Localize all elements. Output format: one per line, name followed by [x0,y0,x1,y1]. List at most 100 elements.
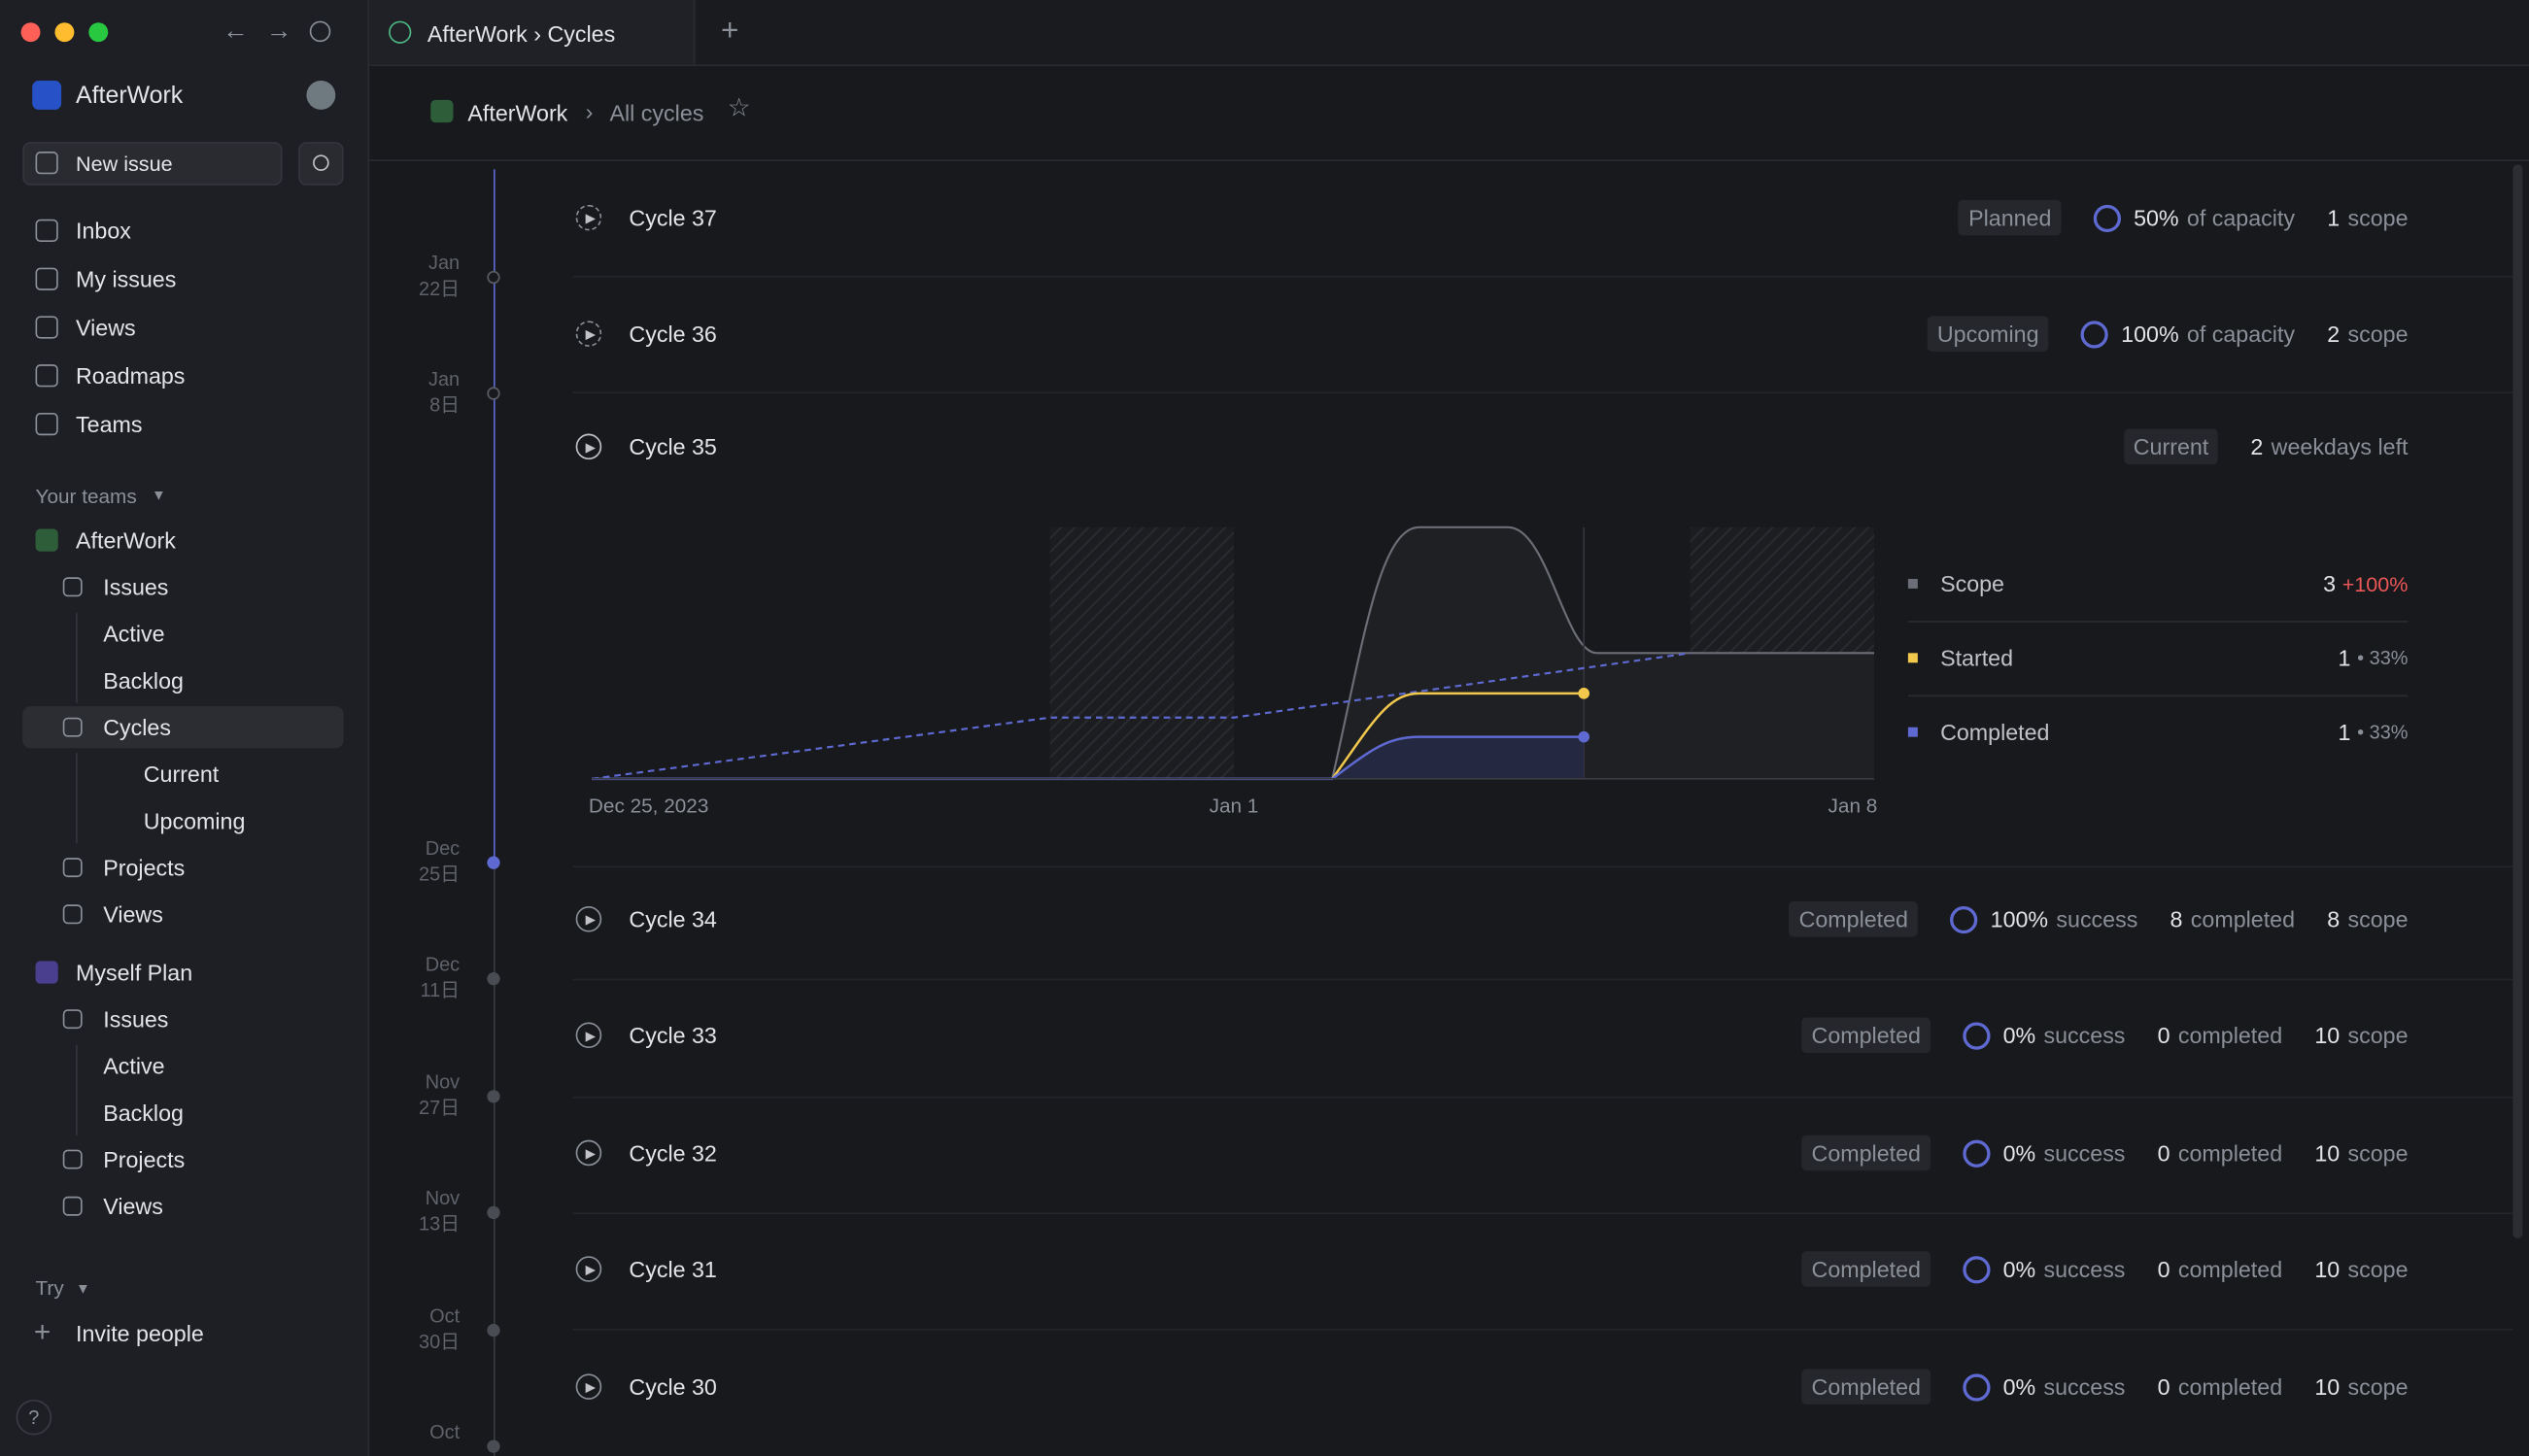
new-tab-button[interactable]: + [721,14,739,49]
timeline-month: Dec [425,953,461,976]
item-icon [62,1196,83,1216]
team-item[interactable]: Backlog [103,1100,184,1126]
started-line [1331,692,1585,780]
legend-value: 3 [2323,570,2337,597]
count-value: 10 [2314,1373,2341,1400]
team-item[interactable]: Active [103,1053,165,1079]
team-item[interactable]: Backlog [103,667,184,694]
team-item[interactable]: Projects [103,854,186,881]
count-label: scope [2347,1139,2409,1167]
timeline-month: Nov [425,1070,461,1094]
count: 0 completed [2158,1256,2282,1282]
nav-item[interactable]: Teams [76,411,143,437]
nav-icon [35,219,58,243]
item-icon [62,717,83,737]
count: 1 scope [2327,205,2408,231]
count-label: scope [2347,321,2409,347]
close-button[interactable] [20,22,41,43]
timeline-month: Dec [425,836,461,860]
timeline-month: Jan [427,251,461,275]
team-item[interactable]: Projects [103,1146,186,1172]
cycle-name[interactable]: Cycle 33 [629,1022,717,1049]
zoom-button[interactable] [88,22,109,43]
tab[interactable] [369,0,696,65]
count-value: 10 [2314,1139,2341,1167]
cycle-play: ▶ [585,1029,596,1044]
forward-button[interactable]: → [265,17,292,46]
cycle-name[interactable]: Cycle 32 [629,1139,717,1167]
nav-icon [35,267,58,290]
status-badge: Completed [1789,900,1918,937]
cycle-icon [575,1022,602,1049]
count: 8 scope [2327,906,2408,932]
cycle-icon [575,1373,602,1400]
team-item[interactable]: Cycles [103,714,171,740]
progress-value: 0% [2002,1022,2036,1049]
progress-label: success [2056,905,2138,932]
indent-line [76,1044,78,1135]
breadcrumb-team[interactable]: AfterWork [467,99,568,126]
cycle-name[interactable]: Cycle 36 [629,321,717,347]
nav-item[interactable]: My issues [76,265,177,292]
team-name[interactable]: AfterWork [76,526,176,554]
count-label: completed [2177,1139,2283,1167]
completed-line [592,735,1585,781]
plus-icon: + [33,1315,51,1348]
item-icon [62,577,83,597]
cycle-stats: Current 2 weekdays left [2123,428,2408,465]
search-icon [313,154,329,171]
scrollbar[interactable] [2512,164,2523,1238]
cycle-name[interactable]: Cycle 31 [629,1256,717,1282]
legend-name: Scope [1940,570,2004,597]
team-name[interactable]: Myself Plan [76,959,193,986]
tab-title[interactable]: AfterWork › Cycles [427,20,616,48]
progress-value: 100% [2121,321,2179,347]
your-teams-header[interactable]: Your teams [35,485,137,508]
cycle-name[interactable]: Cycle 35 [629,433,717,460]
back-button[interactable]: ← [222,17,249,46]
nav-item[interactable]: Views [76,314,136,341]
cycle-name[interactable]: Cycle 37 [629,204,717,231]
invite-people[interactable]: Invite people [76,1320,204,1347]
team-item[interactable]: Issues [103,1005,169,1033]
row-separator [572,1096,2513,1099]
team-item[interactable]: Views [103,1193,163,1220]
count-value: 0 [2157,1256,2170,1282]
nav-item[interactable]: Inbox [76,218,131,244]
try-header[interactable]: Try [35,1276,64,1301]
avatar[interactable] [306,81,336,110]
row-separator [572,865,2513,868]
timeline-day: 30日 [419,1330,461,1353]
history-button[interactable] [309,20,331,43]
team-item[interactable]: Current [143,761,220,788]
timeline-dot [487,1205,500,1220]
legend-change: +100% [2341,571,2409,596]
breadcrumb-page[interactable]: All cycles [609,99,704,126]
team-item[interactable]: Active [103,621,165,647]
team-item[interactable]: Upcoming [143,807,246,834]
team-item[interactable]: Issues [103,573,169,600]
new-issue-label[interactable]: New issue [76,152,173,176]
count-label: scope [2347,1022,2409,1049]
cycle-name[interactable]: Cycle 30 [629,1373,717,1400]
team-item[interactable]: Views [103,900,163,928]
cycle-play: ▶ [585,440,596,456]
progress-text: 0% success [2003,1373,2126,1400]
count-label: scope [2347,1256,2409,1282]
timeline-dot [487,856,500,869]
nav-item[interactable]: Roadmaps [76,362,186,389]
count-value: 1 [2327,204,2341,231]
count-label: completed [2177,1256,2283,1282]
caret: ▼ [152,487,166,503]
legend-name: Started [1940,645,2014,671]
progress: 100% success [1950,905,2138,933]
count-value: 0 [2157,1139,2170,1167]
cycle-name[interactable]: Cycle 34 [629,905,717,932]
progress: 0% success [1963,1372,2126,1401]
workspace-name[interactable]: AfterWork [76,82,184,110]
help-button[interactable]: ? [16,1399,52,1436]
minimize-button[interactable] [54,22,75,43]
favorite-star[interactable]: ☆ [727,94,751,123]
new-issue-button[interactable] [22,142,283,186]
